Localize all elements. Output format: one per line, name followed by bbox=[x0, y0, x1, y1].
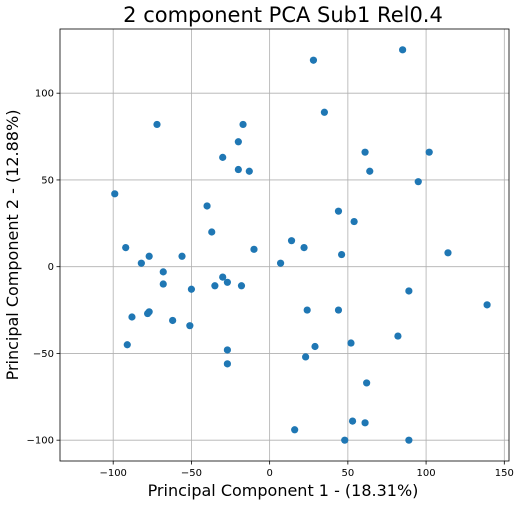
data-point bbox=[219, 153, 227, 161]
data-point bbox=[483, 301, 491, 309]
data-point bbox=[425, 148, 433, 156]
data-point bbox=[350, 217, 358, 226]
data-point bbox=[366, 167, 374, 175]
data-point bbox=[338, 250, 346, 259]
data-point bbox=[223, 278, 231, 286]
data-point bbox=[334, 306, 343, 314]
data-point bbox=[144, 309, 152, 318]
y-tick-label: 50 bbox=[41, 175, 54, 186]
y-tick-label: −100 bbox=[27, 436, 54, 447]
data-point bbox=[245, 167, 253, 175]
data-point bbox=[234, 138, 242, 146]
data-point bbox=[223, 360, 231, 368]
data-point bbox=[128, 313, 136, 321]
data-point bbox=[211, 282, 219, 290]
data-point bbox=[276, 259, 285, 267]
data-point bbox=[145, 252, 153, 260]
data-point bbox=[311, 342, 319, 351]
data-point bbox=[178, 252, 186, 260]
chart-title: 2 component PCA Sub1 Rel0.4 bbox=[123, 3, 443, 27]
data-point bbox=[186, 322, 194, 330]
data-point bbox=[234, 165, 242, 174]
data-point bbox=[159, 280, 167, 288]
data-point bbox=[361, 419, 369, 427]
data-point bbox=[414, 178, 422, 186]
data-point bbox=[237, 282, 246, 290]
x-axis-title: Principal Component 1 - (18.31%) bbox=[148, 481, 419, 500]
data-point bbox=[341, 436, 349, 444]
data-point bbox=[444, 249, 452, 257]
y-tick-label: −50 bbox=[33, 349, 54, 360]
data-point bbox=[363, 379, 371, 387]
data-point bbox=[300, 244, 308, 252]
data-point bbox=[291, 426, 299, 434]
data-point bbox=[348, 417, 357, 425]
data-point bbox=[334, 207, 343, 215]
x-tick-label: −50 bbox=[181, 468, 202, 479]
data-point bbox=[347, 339, 355, 347]
data-point bbox=[111, 190, 119, 198]
data-point bbox=[203, 202, 211, 210]
data-point bbox=[302, 353, 310, 361]
data-point bbox=[208, 228, 216, 236]
data-point bbox=[405, 436, 413, 444]
data-point bbox=[394, 332, 402, 340]
y-axis-title: Principal Component 2 - (12.88%) bbox=[3, 110, 22, 381]
data-point bbox=[405, 287, 413, 295]
data-point bbox=[287, 237, 296, 245]
data-point bbox=[122, 244, 130, 252]
data-points bbox=[111, 46, 491, 444]
y-tick-label: 100 bbox=[35, 89, 54, 100]
x-tick-label: 100 bbox=[417, 468, 436, 479]
data-point bbox=[169, 316, 177, 325]
axis-ticks: −100 −50 0 50 100 150 −100 −50 0 50 100 bbox=[27, 89, 514, 479]
data-point bbox=[320, 108, 328, 116]
data-point bbox=[153, 120, 161, 129]
data-point bbox=[399, 46, 407, 54]
data-point bbox=[239, 120, 247, 129]
data-point bbox=[309, 56, 318, 64]
x-tick-label: 50 bbox=[341, 468, 354, 479]
x-tick-label: 150 bbox=[495, 468, 514, 479]
plot-area-frame bbox=[59, 28, 510, 462]
y-tick-label: 0 bbox=[48, 262, 54, 273]
data-point bbox=[303, 306, 311, 314]
data-point bbox=[219, 273, 227, 281]
data-point bbox=[187, 285, 196, 293]
data-point bbox=[223, 346, 231, 354]
data-point bbox=[123, 341, 131, 349]
grid-lines bbox=[60, 29, 509, 461]
data-point bbox=[250, 245, 258, 253]
data-point bbox=[159, 268, 167, 276]
x-tick-label: −100 bbox=[99, 468, 126, 479]
data-point bbox=[137, 259, 145, 267]
data-point bbox=[361, 148, 369, 156]
x-tick-label: 0 bbox=[266, 468, 272, 479]
